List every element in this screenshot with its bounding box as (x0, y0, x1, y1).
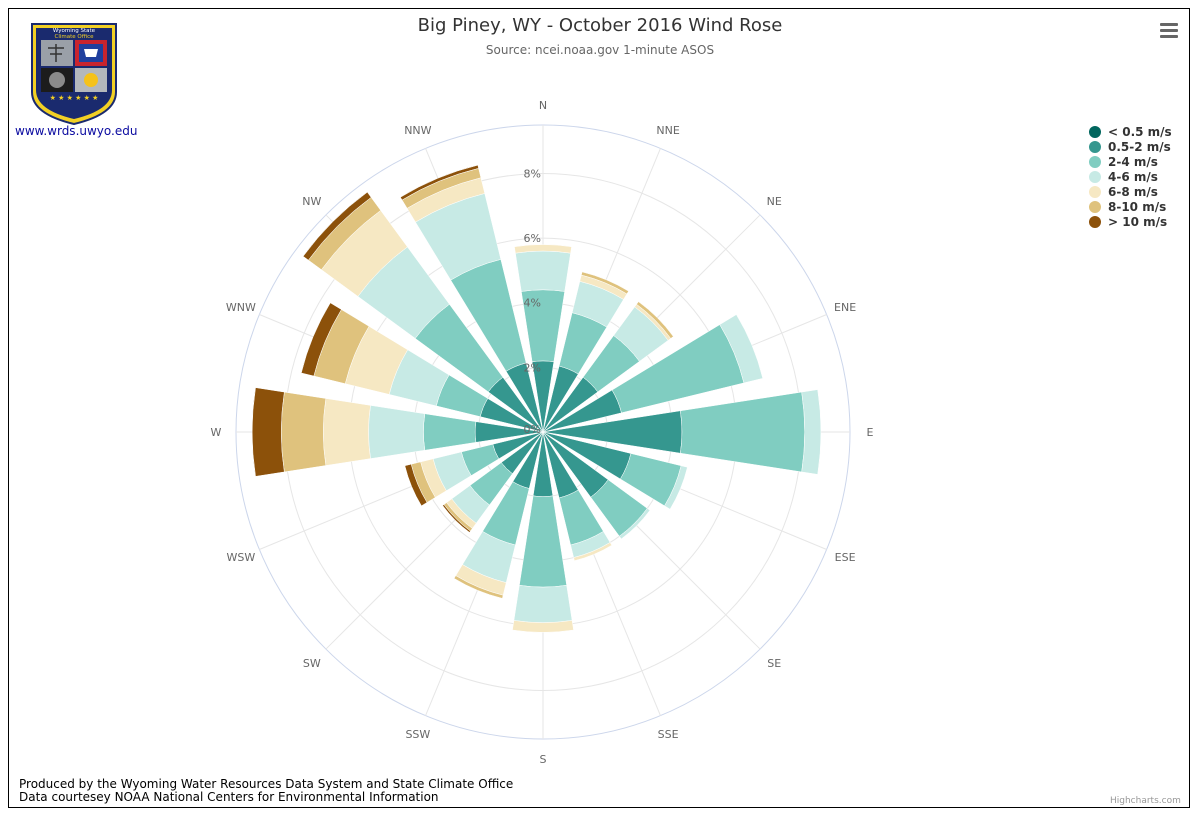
wedge-e-2-4-m-s[interactable] (680, 391, 806, 473)
wedge-w-6-8-m-s[interactable] (323, 398, 371, 466)
legend-label: 4-6 m/s (1108, 169, 1158, 184)
wedge-s-4-6-m-s[interactable] (513, 585, 573, 623)
radial-tick-label: 0% (524, 423, 541, 436)
radial-tick-label: 2% (524, 361, 541, 374)
direction-label-ese: ESE (835, 551, 856, 564)
legend-swatch (1089, 140, 1101, 153)
wedge-ne-8-10-m-s[interactable] (636, 301, 674, 339)
direction-label-sw: SW (303, 657, 321, 670)
legend-label: 2-4 m/s (1108, 154, 1158, 169)
direction-label-ne: NE (767, 195, 782, 208)
svg-text:Climate Office: Climate Office (55, 34, 95, 40)
wyoming-state-climate-office-logo[interactable]: ★ ★ ★ ★ ★ ★ Wyoming State Climate Office (28, 18, 120, 126)
legend-item[interactable]: 0.5-2 m/s (1089, 139, 1172, 154)
legend-label: 8-10 m/s (1108, 199, 1167, 214)
direction-label-se: SE (767, 657, 781, 670)
direction-label-s: S (540, 753, 547, 766)
wedge-wnw--10-m-s[interactable] (300, 302, 342, 377)
wind-rose-bars (251, 164, 822, 633)
legend-item[interactable]: 4-6 m/s (1089, 169, 1172, 184)
website-link[interactable]: www.wrds.uwyo.edu (15, 124, 138, 138)
wedge-w--10-m-s[interactable] (251, 387, 285, 477)
legend-label: < 0.5 m/s (1108, 124, 1172, 139)
legend-label: > 10 m/s (1108, 214, 1168, 229)
wedge-ene-4-6-m-s[interactable] (719, 314, 764, 384)
menu-line-icon (1160, 29, 1178, 32)
direction-label-wsw: WSW (227, 551, 256, 564)
footer-line-1: Produced by the Wyoming Water Resources … (19, 777, 514, 791)
direction-label-w: W (211, 426, 222, 439)
chart-subtitle: Source: ncei.noaa.gov 1-minute ASOS (485, 43, 715, 57)
wedge-w-4-6-m-s[interactable] (368, 405, 426, 459)
wedge-w-2-4-m-s[interactable] (423, 413, 477, 451)
chart-title: Big Piney, WY - October 2016 Wind Rose (417, 15, 783, 36)
legend-item[interactable]: 8-10 m/s (1089, 199, 1172, 214)
direction-label-ene: ENE (834, 301, 856, 314)
legend-swatch (1089, 200, 1101, 213)
wedge-nw--10-m-s[interactable] (302, 191, 372, 261)
legend-swatch (1089, 215, 1101, 228)
radial-tick-label: 4% (524, 297, 541, 310)
legend-label: 0.5-2 m/s (1108, 139, 1171, 154)
legend-swatch (1089, 185, 1101, 198)
wedge-e-4-6-m-s[interactable] (801, 389, 822, 475)
direction-label-sse: SSE (658, 728, 679, 741)
highcharts-credits[interactable]: Highcharts.com (1110, 796, 1181, 806)
footer-line-2: Data courtesey NOAA National Centers for… (19, 790, 439, 804)
radial-tick-label: 6% (524, 232, 541, 245)
menu-line-icon (1160, 23, 1178, 26)
wedge-w-8-10-m-s[interactable] (280, 391, 327, 473)
wedge-n-4-6-m-s[interactable] (515, 250, 571, 292)
direction-label-nne: NNE (656, 124, 679, 137)
wedge-nne-8-10-m-s[interactable] (581, 271, 629, 295)
wedge-n-6-8-m-s[interactable] (514, 244, 572, 254)
wedge-ssw-8-10-m-s[interactable] (453, 575, 504, 599)
wedge-ese-4-6-m-s[interactable] (664, 465, 688, 510)
wedge-s-2-4-m-s[interactable] (519, 495, 567, 588)
axis-labels: N NNE NE ENE E ESE SE SSE S SSW SW WSW W WNW NW NNW 0% 2%… (211, 99, 874, 766)
radial-tick-label: 8% (524, 167, 541, 180)
legend-swatch (1089, 125, 1101, 138)
legend-swatch (1089, 155, 1101, 168)
footer-credits: Produced by the Wyoming Water Resources … (19, 778, 513, 804)
wedge-sw--10-m-s[interactable] (442, 504, 471, 533)
legend-label: 6-8 m/s (1108, 184, 1158, 199)
wedge-wsw--10-m-s[interactable] (404, 463, 428, 507)
direction-label-wnw: WNW (226, 301, 256, 314)
direction-label-nw: NW (302, 195, 321, 208)
direction-label-nnw: NNW (404, 124, 431, 137)
wedge-s-6-8-m-s[interactable] (512, 620, 574, 633)
legend-swatch (1089, 170, 1101, 183)
legend-item[interactable]: 2-4 m/s (1089, 154, 1172, 169)
svg-text:★ ★ ★ ★ ★ ★: ★ ★ ★ ★ ★ ★ (50, 94, 99, 102)
wedge-e-0-5-2-m-s[interactable] (542, 410, 683, 454)
hamburger-menu-icon[interactable] (1157, 20, 1181, 42)
legend-item[interactable]: > 10 m/s (1089, 214, 1172, 229)
legend-item[interactable]: 6-8 m/s (1089, 184, 1172, 199)
legend-item[interactable]: < 0.5 m/s (1089, 124, 1172, 139)
direction-label-n: N (539, 99, 547, 112)
wedge-sse-6-8-m-s[interactable] (573, 542, 613, 562)
direction-label-e: E (867, 426, 874, 439)
wedge-se-4-6-m-s[interactable] (619, 508, 651, 540)
menu-line-icon (1160, 35, 1178, 38)
direction-label-ssw: SSW (405, 728, 430, 741)
chart-legend: < 0.5 m/s 0.5-2 m/s 2-4 m/s 4-6 m/s 6-8 m/s 8… (1089, 124, 1172, 229)
wedge-nnw--10-m-s[interactable] (400, 164, 479, 201)
svg-text:Wyoming State: Wyoming State (53, 28, 96, 34)
